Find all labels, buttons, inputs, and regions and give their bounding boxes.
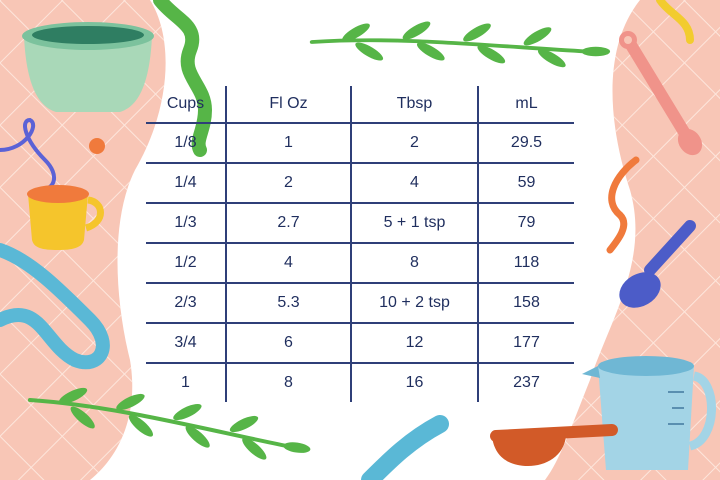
cell-cups: 2/3 <box>146 282 226 323</box>
table-row: 2/3 5.3 10 + 2 tsp 158 <box>146 282 574 323</box>
green-bowl-icon <box>22 22 154 112</box>
header-fl-oz: Fl Oz <box>225 86 351 123</box>
cell-tbsp: 4 <box>350 162 478 203</box>
cell-tbsp: 5 + 1 tsp <box>350 202 478 243</box>
cell-fl-oz: 4 <box>225 242 351 283</box>
orange-dot-decoration <box>89 138 105 154</box>
pink-measuring-spoon-icon <box>619 31 703 156</box>
leaf-sprig-icon <box>312 19 610 71</box>
table-row: 1/3 2.7 5 + 1 tsp 79 <box>146 202 574 243</box>
header-tbsp: Tbsp <box>350 86 478 123</box>
cell-cups: 1/4 <box>146 162 226 203</box>
header-ml: mL <box>477 86 574 123</box>
cell-ml: 158 <box>477 282 574 323</box>
cell-ml: 59 <box>477 162 574 203</box>
orange-curl-decoration <box>606 156 640 254</box>
blue-strip-decoration <box>361 415 449 480</box>
cell-tbsp: 2 <box>350 122 478 163</box>
table-row: 1/2 4 8 118 <box>146 242 574 283</box>
orange-measuring-spoon-icon <box>490 424 618 466</box>
yellow-measuring-cup-icon <box>27 185 104 250</box>
cell-tbsp: 16 <box>350 362 478 402</box>
header-cups: Cups <box>166 95 205 112</box>
cell-fl-oz: 2 <box>225 162 351 203</box>
cell-fl-oz: 1 <box>225 122 351 163</box>
yellow-squiggle-decoration <box>656 0 694 44</box>
cell-fl-oz: 6 <box>225 322 351 363</box>
cell-cups: 3/4 <box>146 322 226 363</box>
cell-ml: 118 <box>477 242 574 283</box>
header-row: Cups Fl Oz Tbsp mL <box>146 86 574 123</box>
cell-tbsp: 10 + 2 tsp <box>350 282 478 323</box>
conversion-table: Cups Fl Oz Tbsp mL 1/8 1 2 29.5 1/4 2 4 … <box>146 86 574 402</box>
blue-loop-decoration <box>0 243 110 370</box>
purple-curl-decoration <box>0 117 56 192</box>
purple-measuring-spoon-icon <box>619 220 696 308</box>
table-row: 3/4 6 12 177 <box>146 322 574 363</box>
cell-cups: 1/3 <box>146 202 226 243</box>
cell-ml: 29.5 <box>477 122 574 163</box>
table-row: 1/8 1 2 29.5 <box>146 122 574 163</box>
cell-tbsp: 12 <box>350 322 478 363</box>
table-row: 1 8 16 237 <box>146 362 574 402</box>
cell-fl-oz: 8 <box>225 362 351 402</box>
cell-cups: 1/8 <box>146 122 226 163</box>
table-row: 1/4 2 4 59 <box>146 162 574 203</box>
cell-cups: 1 <box>146 362 226 402</box>
cell-fl-oz: 5.3 <box>225 282 351 323</box>
cell-tbsp: 8 <box>350 242 478 283</box>
cell-ml: 237 <box>477 362 574 402</box>
glass-measuring-jug-icon <box>582 356 716 470</box>
cell-fl-oz: 2.7 <box>225 202 351 243</box>
cell-ml: 177 <box>477 322 574 363</box>
cell-ml: 79 <box>477 202 574 243</box>
cell-cups: 1/2 <box>146 242 226 283</box>
